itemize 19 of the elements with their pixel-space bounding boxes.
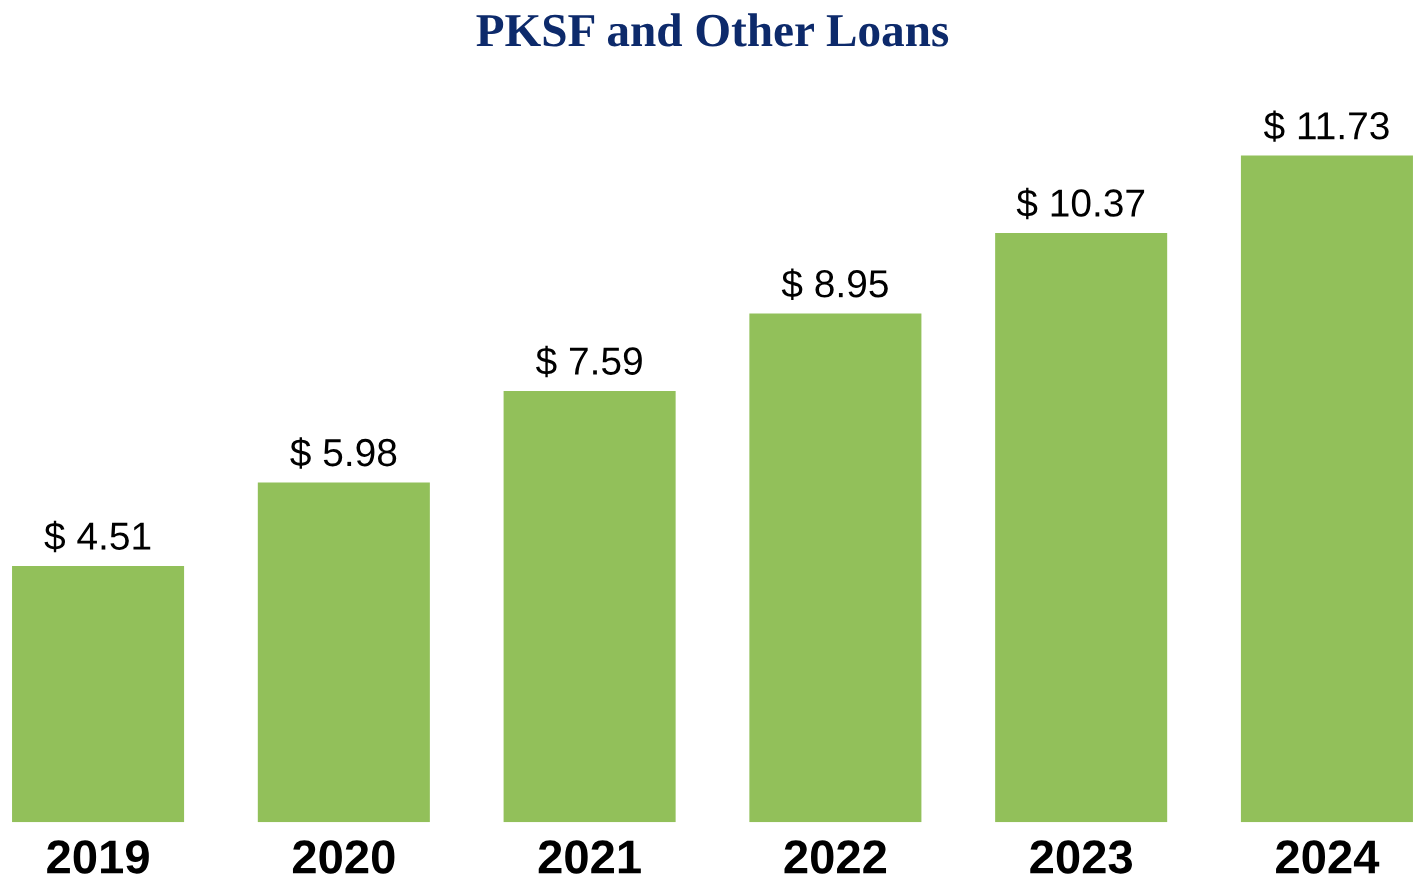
chart-title: PKSF and Other Loans <box>476 13 949 47</box>
x-tick-label: 2021 <box>538 840 641 874</box>
x-tick-label: 2020 <box>292 840 395 874</box>
x-tick-label: 2024 <box>1276 840 1380 874</box>
x-tick-label: 2023 <box>1030 840 1132 874</box>
bar <box>995 232 1168 823</box>
x-tick-label: 2019 <box>47 840 149 874</box>
data-label: $ 5.98 <box>290 437 397 469</box>
x-tick-label: 2022 <box>784 840 887 874</box>
bar <box>12 565 185 823</box>
data-label: $ 8.95 <box>781 268 888 300</box>
data-label: $ 4.51 <box>44 520 151 553</box>
data-label: $ 11.73 <box>1263 110 1389 142</box>
data-label: $ 10.37 <box>1016 187 1145 220</box>
bar <box>503 390 676 823</box>
bar <box>257 482 430 823</box>
bar <box>1240 155 1413 823</box>
bar <box>749 313 922 823</box>
data-label: $ 7.59 <box>535 345 642 378</box>
